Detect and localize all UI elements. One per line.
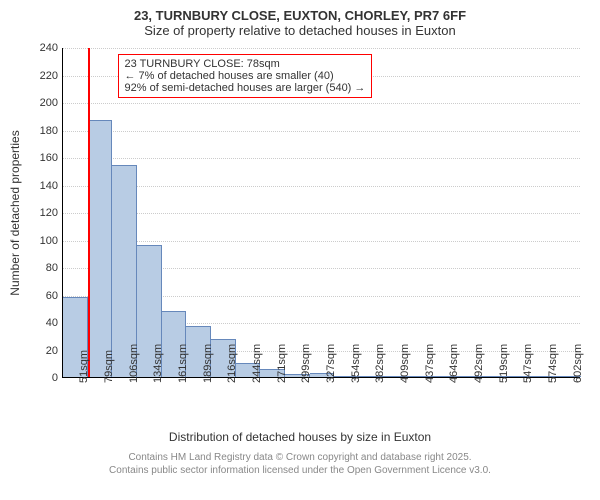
gridline: [63, 213, 580, 214]
gridline: [63, 131, 580, 132]
x-tick-label: 244sqm: [251, 344, 263, 383]
reference-line: [88, 48, 90, 377]
y-axis-title: Number of detached properties: [8, 130, 22, 295]
y-tick-label: 140: [40, 180, 58, 192]
x-tick-label: 51sqm: [78, 350, 90, 383]
y-tick-label: 180: [40, 125, 58, 137]
y-tick-label: 160: [40, 152, 58, 164]
y-tick-label: 60: [46, 290, 58, 302]
x-tick-label: 437sqm: [424, 344, 436, 383]
callout-line-2: ← 7% of detached houses are smaller (40): [125, 70, 366, 82]
gridline: [63, 48, 580, 49]
chart-title: 23, TURNBURY CLOSE, EUXTON, CHORLEY, PR7…: [0, 0, 600, 23]
y-tick-label: 220: [40, 70, 58, 82]
y-tick-label: 0: [52, 372, 58, 384]
y-tick-label: 20: [46, 345, 58, 357]
x-tick-label: 574sqm: [547, 344, 559, 383]
x-tick-label: 299sqm: [300, 344, 312, 383]
x-tick-label: 327sqm: [325, 344, 337, 383]
x-tick-label: 519sqm: [498, 344, 510, 383]
chart-root: { "title": { "line1": "23, TURNBURY CLOS…: [0, 0, 600, 500]
x-tick-label: 161sqm: [177, 344, 189, 383]
y-tick-label: 80: [46, 262, 58, 274]
attribution-text: Contains HM Land Registry data © Crown c…: [0, 452, 600, 477]
chart-subtitle: Size of property relative to detached ho…: [0, 23, 600, 38]
x-tick-label: 354sqm: [350, 344, 362, 383]
bar: [88, 120, 113, 377]
x-tick-label: 106sqm: [128, 344, 140, 383]
x-tick-label: 216sqm: [226, 344, 238, 383]
x-tick-label: 79sqm: [103, 350, 115, 383]
attribution-line-1: Contains HM Land Registry data © Crown c…: [0, 452, 600, 465]
x-tick-label: 134sqm: [152, 344, 164, 383]
attribution-line-2: Contains public sector information licen…: [0, 465, 600, 478]
gridline: [63, 158, 580, 159]
x-tick-label: 271sqm: [276, 344, 288, 383]
gridline: [63, 241, 580, 242]
annotation-callout: 23 TURNBURY CLOSE: 78sqm← 7% of detached…: [118, 54, 373, 98]
x-tick-label: 602sqm: [572, 344, 584, 383]
x-tick-label: 492sqm: [473, 344, 485, 383]
gridline: [63, 186, 580, 187]
y-tick-label: 120: [40, 207, 58, 219]
x-tick-label: 547sqm: [522, 344, 534, 383]
y-tick-label: 240: [40, 42, 58, 54]
gridline: [63, 103, 580, 104]
x-tick-label: 409sqm: [399, 344, 411, 383]
callout-line-3: 92% of semi-detached houses are larger (…: [125, 82, 366, 94]
x-axis-title: Distribution of detached houses by size …: [0, 430, 600, 444]
x-tick-label: 189sqm: [202, 344, 214, 383]
y-tick-label: 200: [40, 97, 58, 109]
callout-line-1: 23 TURNBURY CLOSE: 78sqm: [125, 58, 366, 70]
x-tick-label: 464sqm: [448, 344, 460, 383]
x-tick-label: 382sqm: [374, 344, 386, 383]
y-tick-label: 40: [46, 317, 58, 329]
y-tick-label: 100: [40, 235, 58, 247]
